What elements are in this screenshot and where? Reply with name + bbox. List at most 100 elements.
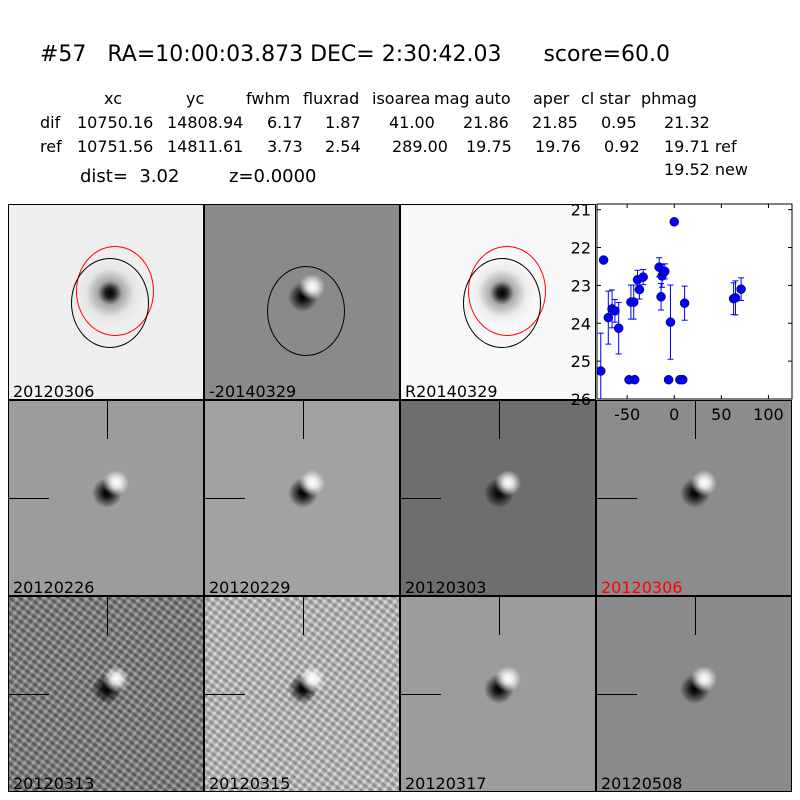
column-header: fluxrad [303,89,360,108]
column-header: aper [533,89,570,108]
crosshair-horizontal [597,498,637,499]
row-label: ref [40,137,62,156]
cutout-date-label: 20120303 [405,578,487,596]
crosshair-vertical [107,401,108,439]
column-header: mag auto [434,89,511,108]
black-aperture-circle [463,258,541,348]
crosshair-vertical [303,401,304,439]
cutout-date-label: 20120317 [405,774,487,792]
crosshair-horizontal [9,694,49,695]
crosshair-horizontal [597,694,637,695]
cutout-date-label: R20140329 [405,382,498,400]
cutout-panel: 20120313 [8,596,204,792]
data-point [669,217,679,227]
phmag-new: 19.52 new [664,160,748,179]
black-aperture-circle [71,258,149,348]
data-point [660,266,670,277]
column-header: isoarea [372,89,431,108]
x-tick-label: 0 [669,405,679,424]
y-tick-label: 22 [571,239,591,258]
table-cell: 289.00 [392,137,448,156]
column-header: fwhm [246,89,291,108]
cutout-panel: 20120226 [8,400,204,596]
light-curve-chart: 21 22 23 24 25 26 -50 0 50 100 [571,201,793,424]
data-point [598,255,609,265]
crosshair-vertical [303,597,304,635]
cutout-date-label: 20120313 [13,774,95,792]
column-header: xc [104,89,122,108]
y-tick-label: 24 [571,314,591,333]
data-point [628,297,639,307]
cutout-date-label: 20120229 [209,578,291,596]
table-cell: 21.86 [463,113,509,132]
cutout-date-label: -20140329 [209,382,297,400]
dist-value: dist= 3.02 [80,166,180,187]
table-cell: 2.54 [325,137,361,156]
cutout-panel: R20140329 [400,204,596,400]
data-point [656,292,666,302]
table-cell: 21.85 [532,113,578,132]
cutout-panel: 20120229 [204,400,400,596]
data-point [730,293,741,303]
x-tick-label: 100 [753,405,784,424]
cutout-date-label: 20120306 [601,578,683,596]
data-point [638,272,648,282]
cutout-date-label: 20120315 [209,774,291,792]
crosshair-horizontal [9,498,49,499]
crosshair-horizontal [205,694,245,695]
y-tick-label: 25 [571,352,591,371]
y-tick-label: 21 [571,201,591,220]
data-point [613,323,624,333]
column-header: yc [186,89,205,108]
x-tick-label: -50 [614,405,640,424]
table-cell: 14811.61 [167,137,244,156]
redshift-value: z=0.0000 [229,166,317,187]
y-tick-label: 23 [571,276,591,295]
table-cell: 0.95 [601,113,637,132]
cutout-panel: 20120315 [204,596,400,792]
cutout-panel: 20120508 [596,596,792,792]
crosshair-vertical [695,401,696,439]
table-cell: 19.71 ref [664,137,737,156]
table-cell: 3.73 [267,137,303,156]
data-point [603,312,614,323]
candidate-title: #57 RA=10:00:03.873 DEC= 2:30:42.03 scor… [40,42,670,67]
table-cell: 1.87 [325,113,361,132]
data-point [629,374,640,385]
cutout-date-label: 20120226 [13,578,95,596]
cutout-panel: 20120303 [400,400,596,596]
crosshair-vertical [695,597,696,635]
crosshair-horizontal [401,694,441,695]
cutout-panel: 20120317 [400,596,596,792]
table-cell: 10751.56 [77,137,154,156]
crosshair-horizontal [401,498,441,499]
column-header: phmag [641,89,697,108]
data-point [736,284,746,294]
table-cell: 19.75 [466,137,512,156]
crosshair-vertical [499,401,500,439]
crosshair-vertical [107,597,108,635]
crosshair-horizontal [205,498,245,499]
table-cell: 41.00 [389,113,435,132]
table-cell: 14808.94 [167,113,244,132]
table-cell: 0.92 [604,137,640,156]
row-label: dif [40,113,61,132]
cutout-panel: -20140329 [204,204,400,400]
x-tick-label: 50 [711,405,731,424]
table-cell: 10750.16 [77,113,154,132]
table-cell: 21.32 [664,113,710,132]
column-header: cl star [581,89,631,108]
data-point [597,366,606,376]
table-cell: 6.17 [267,113,303,132]
cutout-panel: 20120306 [596,400,792,596]
table-cell: 19.76 [535,137,581,156]
data-point [663,374,674,385]
data-point [679,298,690,308]
y-tick-label: 26 [571,390,591,409]
crosshair-vertical [499,597,500,635]
cutout-panel: 20120306 [8,204,204,400]
data-point [677,374,688,385]
black-aperture-circle [267,266,345,356]
cutout-date-label: 20120508 [601,774,683,792]
